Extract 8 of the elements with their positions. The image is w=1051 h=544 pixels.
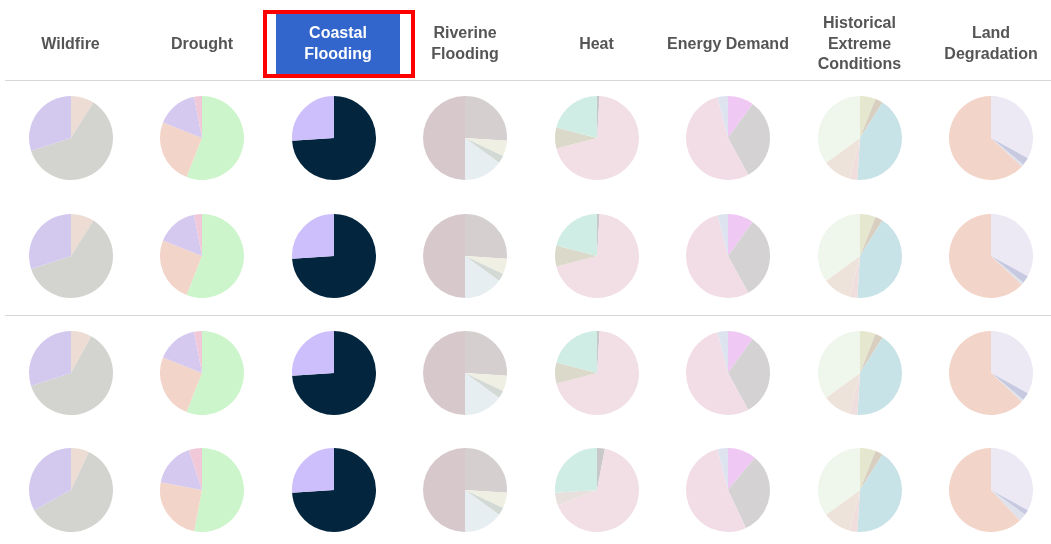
chart-title: Energy Demand: [666, 33, 790, 54]
chart-title: Wildfire: [40, 33, 101, 54]
chart-title: Riverine Flooding: [430, 23, 500, 64]
chart-title: Heat: [578, 33, 615, 54]
chart-title: Historical Extreme Conditions: [816, 12, 903, 75]
chart-title: Coastal Flooding: [276, 10, 400, 78]
chart-title: Drought: [169, 33, 235, 54]
chart-title: Land Degradation: [943, 23, 1039, 64]
